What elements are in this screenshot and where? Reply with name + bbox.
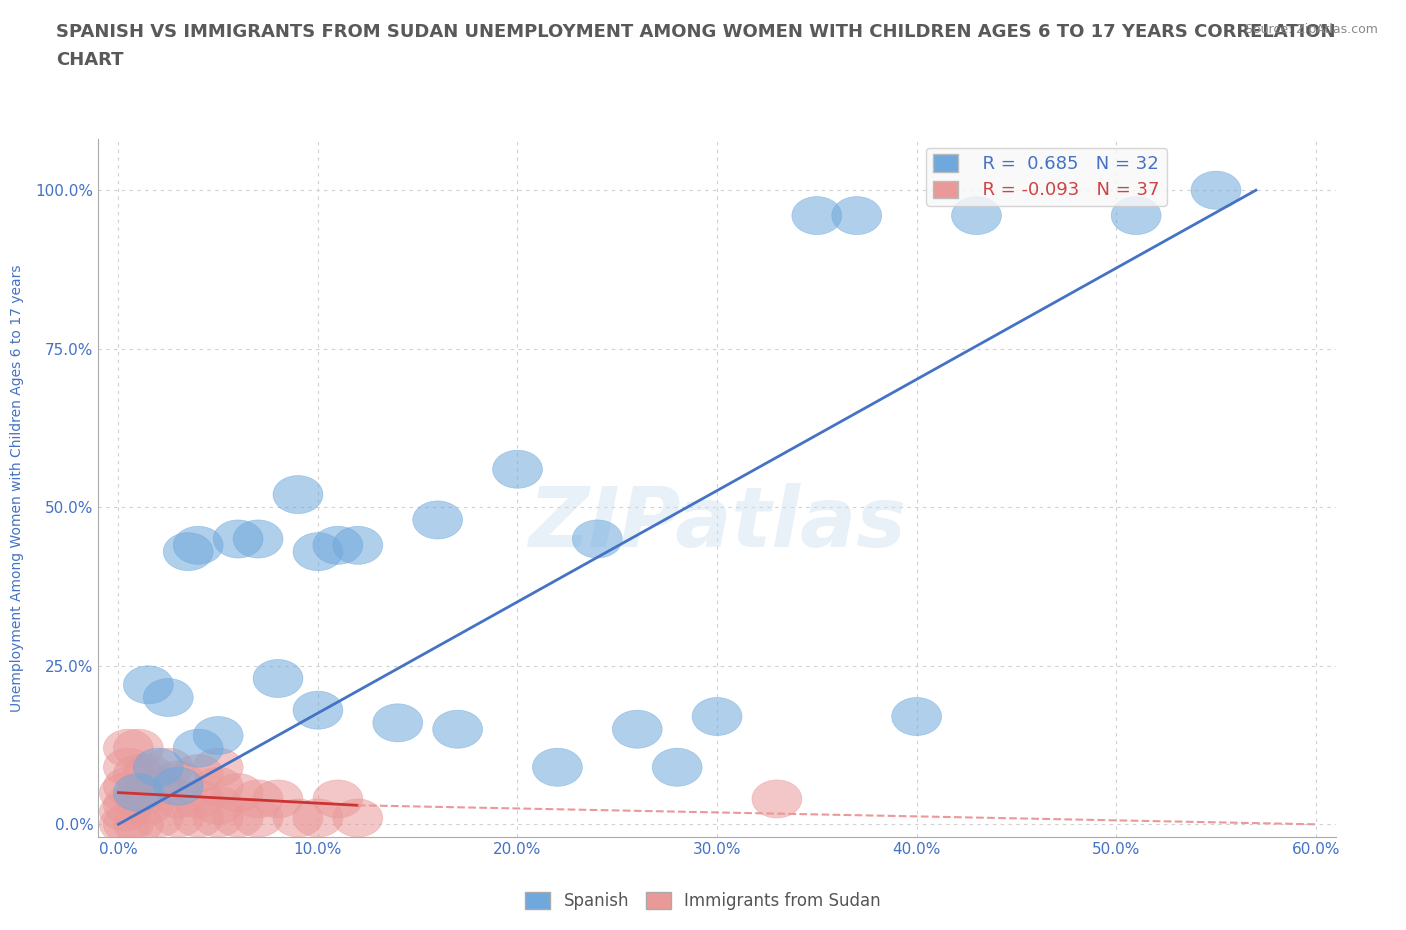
- Ellipse shape: [124, 786, 173, 824]
- Legend: Spanish, Immigrants from Sudan: Spanish, Immigrants from Sudan: [519, 885, 887, 917]
- Ellipse shape: [173, 729, 224, 767]
- Ellipse shape: [233, 799, 283, 837]
- Ellipse shape: [100, 774, 149, 812]
- Ellipse shape: [153, 799, 204, 837]
- Ellipse shape: [104, 767, 153, 805]
- Ellipse shape: [292, 533, 343, 571]
- Ellipse shape: [952, 196, 1001, 234]
- Ellipse shape: [752, 780, 801, 818]
- Ellipse shape: [832, 196, 882, 234]
- Ellipse shape: [104, 729, 153, 767]
- Ellipse shape: [413, 501, 463, 539]
- Ellipse shape: [1191, 171, 1241, 209]
- Ellipse shape: [233, 520, 283, 558]
- Ellipse shape: [314, 526, 363, 565]
- Ellipse shape: [173, 780, 224, 818]
- Text: ZIPatlas: ZIPatlas: [529, 483, 905, 564]
- Ellipse shape: [134, 799, 183, 837]
- Ellipse shape: [273, 799, 323, 837]
- Ellipse shape: [124, 754, 173, 792]
- Ellipse shape: [173, 526, 224, 565]
- Ellipse shape: [114, 780, 163, 818]
- Ellipse shape: [314, 780, 363, 818]
- Ellipse shape: [652, 749, 702, 786]
- Text: CHART: CHART: [56, 51, 124, 69]
- Ellipse shape: [273, 475, 323, 513]
- Ellipse shape: [373, 704, 423, 742]
- Ellipse shape: [114, 774, 163, 812]
- Ellipse shape: [253, 659, 302, 698]
- Ellipse shape: [193, 716, 243, 754]
- Ellipse shape: [292, 691, 343, 729]
- Ellipse shape: [114, 805, 163, 844]
- Ellipse shape: [193, 786, 243, 824]
- Ellipse shape: [104, 805, 153, 844]
- Text: SPANISH VS IMMIGRANTS FROM SUDAN UNEMPLOYMENT AMONG WOMEN WITH CHILDREN AGES 6 T: SPANISH VS IMMIGRANTS FROM SUDAN UNEMPLO…: [56, 23, 1336, 41]
- Ellipse shape: [492, 450, 543, 488]
- Ellipse shape: [153, 761, 204, 799]
- Ellipse shape: [692, 698, 742, 736]
- Ellipse shape: [533, 749, 582, 786]
- Ellipse shape: [292, 799, 343, 837]
- Ellipse shape: [124, 666, 173, 704]
- Ellipse shape: [233, 780, 283, 818]
- Legend:   R =  0.685   N = 32,   R = -0.093   N = 37: R = 0.685 N = 32, R = -0.093 N = 37: [927, 148, 1167, 206]
- Ellipse shape: [153, 780, 204, 818]
- Ellipse shape: [193, 749, 243, 786]
- Ellipse shape: [104, 749, 153, 786]
- Ellipse shape: [333, 526, 382, 565]
- Ellipse shape: [214, 799, 263, 837]
- Y-axis label: Unemployment Among Women with Children Ages 6 to 17 years: Unemployment Among Women with Children A…: [10, 264, 24, 712]
- Ellipse shape: [193, 767, 243, 805]
- Ellipse shape: [1111, 196, 1161, 234]
- Ellipse shape: [134, 749, 183, 786]
- Ellipse shape: [891, 698, 942, 736]
- Ellipse shape: [173, 754, 224, 792]
- Ellipse shape: [100, 792, 149, 830]
- Ellipse shape: [792, 196, 842, 234]
- Ellipse shape: [173, 799, 224, 837]
- Ellipse shape: [572, 520, 623, 558]
- Ellipse shape: [214, 520, 263, 558]
- Text: Source: ZipAtlas.com: Source: ZipAtlas.com: [1244, 23, 1378, 36]
- Ellipse shape: [163, 533, 214, 571]
- Ellipse shape: [104, 786, 153, 824]
- Ellipse shape: [333, 799, 382, 837]
- Ellipse shape: [114, 754, 163, 792]
- Ellipse shape: [134, 767, 183, 805]
- Ellipse shape: [214, 774, 263, 812]
- Ellipse shape: [143, 679, 193, 716]
- Ellipse shape: [193, 799, 243, 837]
- Ellipse shape: [100, 805, 149, 844]
- Ellipse shape: [114, 729, 163, 767]
- Ellipse shape: [612, 711, 662, 749]
- Ellipse shape: [153, 767, 204, 805]
- Ellipse shape: [433, 711, 482, 749]
- Ellipse shape: [143, 749, 193, 786]
- Ellipse shape: [253, 780, 302, 818]
